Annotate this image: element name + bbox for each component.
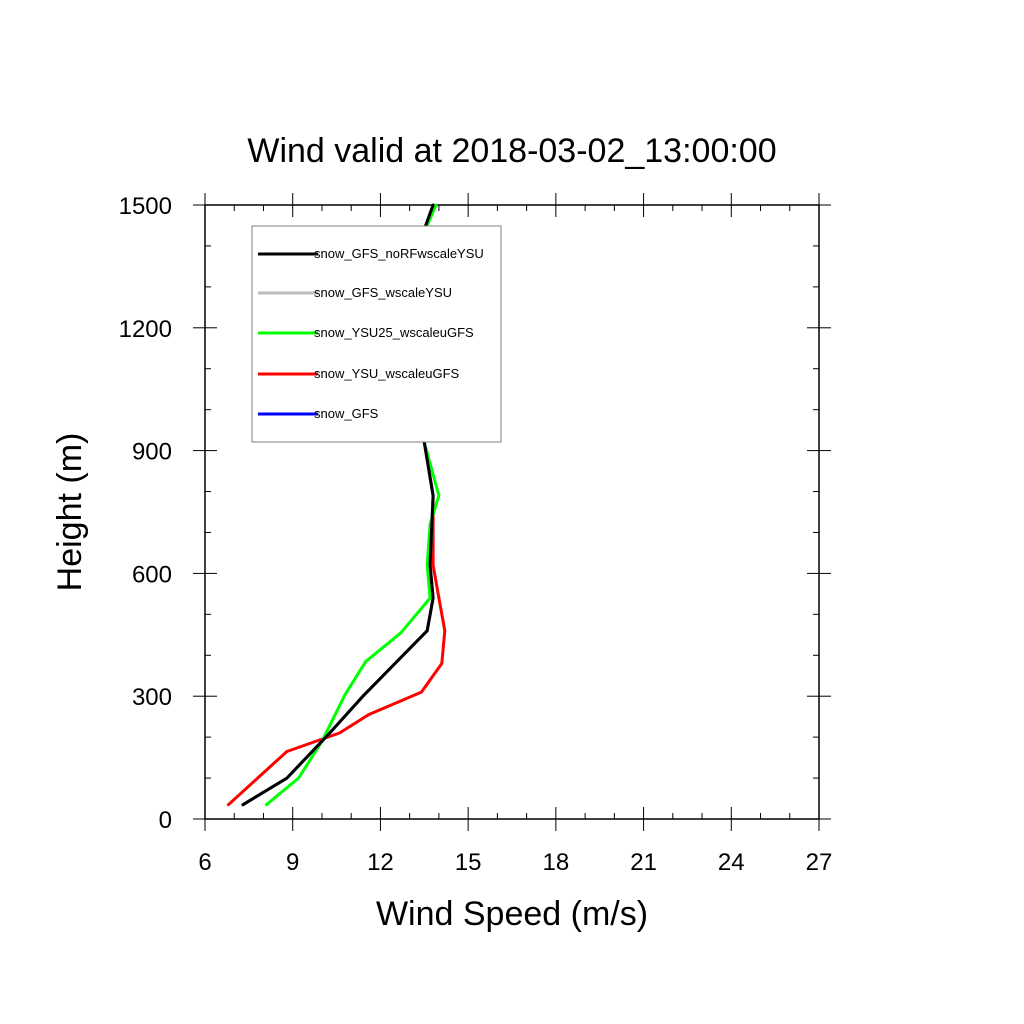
chart-title: Wind valid at 2018-03-02_13:00:00: [247, 132, 776, 170]
legend-label: snow_GFS_wscaleYSU: [314, 285, 452, 300]
legend-label: snow_YSU25_wscaleuGFS: [314, 325, 474, 340]
legend-label: snow_YSU_wscaleuGFS: [314, 366, 460, 381]
plot-frame: [204, 204, 820, 820]
x-tick-label: 12: [367, 849, 394, 876]
y-tick-label: 1200: [119, 316, 172, 343]
x-axis-label: Wind Speed (m/s): [376, 895, 648, 933]
x-tick-label: 9: [286, 849, 299, 876]
legend-label: snow_GFS: [314, 406, 379, 421]
x-tick-label: 27: [806, 849, 833, 876]
y-tick-label: 300: [132, 684, 172, 711]
tick-labels: 6 9 12 15 18 21 24 27 0 300 600 900 1200 1500: [119, 193, 833, 876]
y-tick-label: 0: [159, 807, 172, 834]
legend-label: snow_GFS_noRFwscaleYSU: [314, 246, 484, 261]
x-tick-label: 24: [718, 849, 745, 876]
x-tick-label: 18: [543, 849, 570, 876]
axis-ticks: [193, 193, 831, 831]
y-tick-label: 900: [132, 439, 172, 466]
x-tick-label: 15: [455, 849, 482, 876]
x-tick-label: 6: [198, 849, 211, 876]
y-axis-label: Height (m): [51, 433, 89, 592]
x-tick-label: 21: [630, 849, 657, 876]
legend: snow_GFS_noRFwscaleYSU snow_GFS_wscaleYSU…: [251, 225, 502, 443]
y-tick-label: 1500: [119, 193, 172, 220]
y-tick-label: 600: [132, 561, 172, 588]
